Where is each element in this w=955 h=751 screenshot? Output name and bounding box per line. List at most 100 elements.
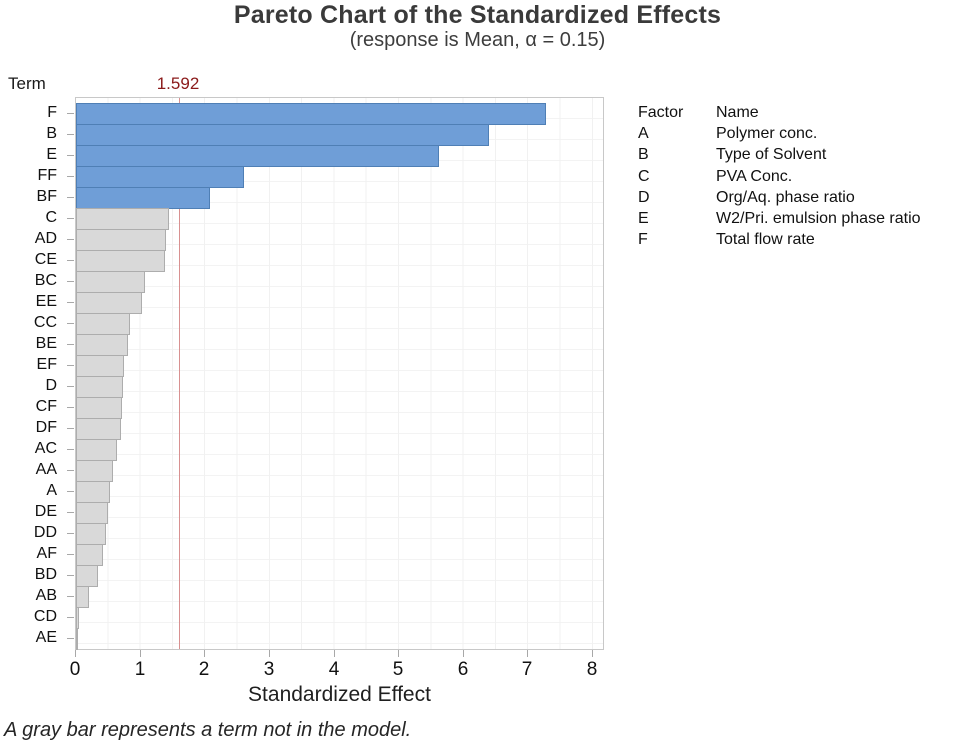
term-label-AE: AE	[35, 628, 57, 646]
y-tick	[67, 470, 74, 471]
x-tick-label: 0	[69, 659, 81, 680]
y-tick	[67, 281, 74, 282]
y-tick	[67, 218, 74, 219]
x-tick-label: 1	[134, 659, 146, 680]
term-label-D: D	[45, 376, 57, 394]
factor-legend: Factor Name A Polymer conc. B Type of Solve…	[638, 104, 921, 252]
legend-header-factor: Factor	[638, 104, 684, 121]
pareto-bar-DE	[76, 502, 108, 524]
y-tick	[67, 134, 74, 135]
term-label-E: E	[46, 145, 57, 163]
legend-row-F: F Total flow rate	[638, 231, 921, 252]
y-tick	[67, 302, 74, 303]
term-label-CD: CD	[33, 607, 57, 625]
term-label-B: B	[46, 124, 57, 142]
x-tick	[592, 650, 593, 657]
y-tick	[67, 386, 74, 387]
x-axis-title: Standardized Effect	[248, 683, 431, 706]
x-tick	[269, 650, 270, 657]
y-tick	[67, 365, 74, 366]
y-tick	[67, 176, 74, 177]
term-label-EF: EF	[36, 355, 57, 373]
pareto-bar-E	[76, 145, 439, 167]
pareto-bar-B	[76, 124, 489, 146]
legend-factor: A	[638, 125, 649, 143]
legend-header-name: Name	[716, 104, 759, 121]
x-tick-label: 5	[392, 659, 404, 680]
term-label-BF: BF	[36, 187, 57, 205]
term-label-AC: AC	[34, 439, 57, 457]
x-tick-label: 7	[521, 659, 533, 680]
term-label-CF: CF	[35, 397, 57, 415]
y-tick	[67, 596, 74, 597]
chart-footnote: A gray bar represents a term not in the …	[4, 719, 412, 741]
y-tick	[67, 554, 74, 555]
legend-row-D: D Org/Aq. phase ratio	[638, 189, 921, 210]
legend-name: Polymer conc.	[716, 125, 818, 143]
legend-name: Type of Solvent	[716, 146, 827, 164]
y-tick	[67, 323, 74, 324]
legend-name: Org/Aq. phase ratio	[716, 188, 855, 206]
y-tick	[67, 428, 74, 429]
x-tick-label: 8	[586, 659, 598, 680]
legend-name: PVA Conc.	[716, 167, 793, 185]
term-label-AF: AF	[36, 544, 57, 562]
pareto-bar-DD	[76, 523, 106, 545]
pareto-bar-BF	[76, 187, 210, 209]
legend-factor: E	[638, 209, 649, 227]
pareto-bar-BC	[76, 271, 145, 293]
term-label-CE: CE	[34, 250, 57, 268]
x-tick	[75, 650, 76, 657]
legend-name: Total flow rate	[716, 231, 815, 249]
pareto-bar-EE	[76, 292, 142, 314]
pareto-bar-AC	[76, 439, 117, 461]
term-label-C: C	[45, 208, 57, 226]
term-label-A: A	[46, 481, 57, 499]
legend-name: W2/Pri. emulsion phase ratio	[716, 209, 921, 227]
term-label-AD: AD	[34, 229, 57, 247]
chart-subtitle: (response is Mean, α = 0.15)	[349, 29, 606, 51]
y-tick	[67, 407, 74, 408]
pareto-bar-DF	[76, 418, 121, 440]
y-tick	[67, 449, 74, 450]
pareto-bar-AA	[76, 460, 113, 482]
chart-title: Pareto Chart of the Standardized Effects	[233, 1, 722, 29]
y-tick	[67, 155, 74, 156]
legend-row-A: A Polymer conc.	[638, 125, 921, 146]
y-tick	[67, 617, 74, 618]
pareto-bar-A	[76, 481, 110, 503]
pareto-bar-BE	[76, 334, 128, 356]
legend-row-E: E W2/Pri. emulsion phase ratio	[638, 210, 921, 231]
term-label-FF: FF	[37, 166, 57, 184]
y-tick	[67, 344, 74, 345]
pareto-bar-CF	[76, 397, 122, 419]
term-label-EE: EE	[35, 292, 57, 310]
reference-line-label: 1.592	[156, 74, 200, 93]
legend-factor: F	[638, 231, 648, 249]
y-tick	[67, 638, 74, 639]
pareto-bar-C	[76, 208, 169, 230]
pareto-bar-AE	[76, 628, 78, 650]
term-label-DE: DE	[34, 502, 57, 520]
term-label-CC: CC	[33, 313, 57, 331]
legend-factor: B	[638, 146, 649, 164]
y-tick	[67, 113, 74, 114]
pareto-bar-AB	[76, 586, 89, 608]
y-tick	[67, 260, 74, 261]
x-tick	[398, 650, 399, 657]
x-tick-label: 3	[263, 659, 275, 680]
term-label-DD: DD	[33, 523, 57, 541]
legend-row-C: C PVA Conc.	[638, 168, 921, 189]
y-tick	[67, 197, 74, 198]
y-tick	[67, 512, 74, 513]
x-tick	[527, 650, 528, 657]
pareto-bar-BD	[76, 565, 98, 587]
x-tick	[204, 650, 205, 657]
term-label-F: F	[47, 103, 57, 121]
x-tick-label: 4	[328, 659, 340, 680]
x-tick-label: 2	[198, 659, 210, 680]
y-tick	[67, 575, 74, 576]
y-tick	[67, 491, 74, 492]
plot-area	[75, 97, 604, 650]
